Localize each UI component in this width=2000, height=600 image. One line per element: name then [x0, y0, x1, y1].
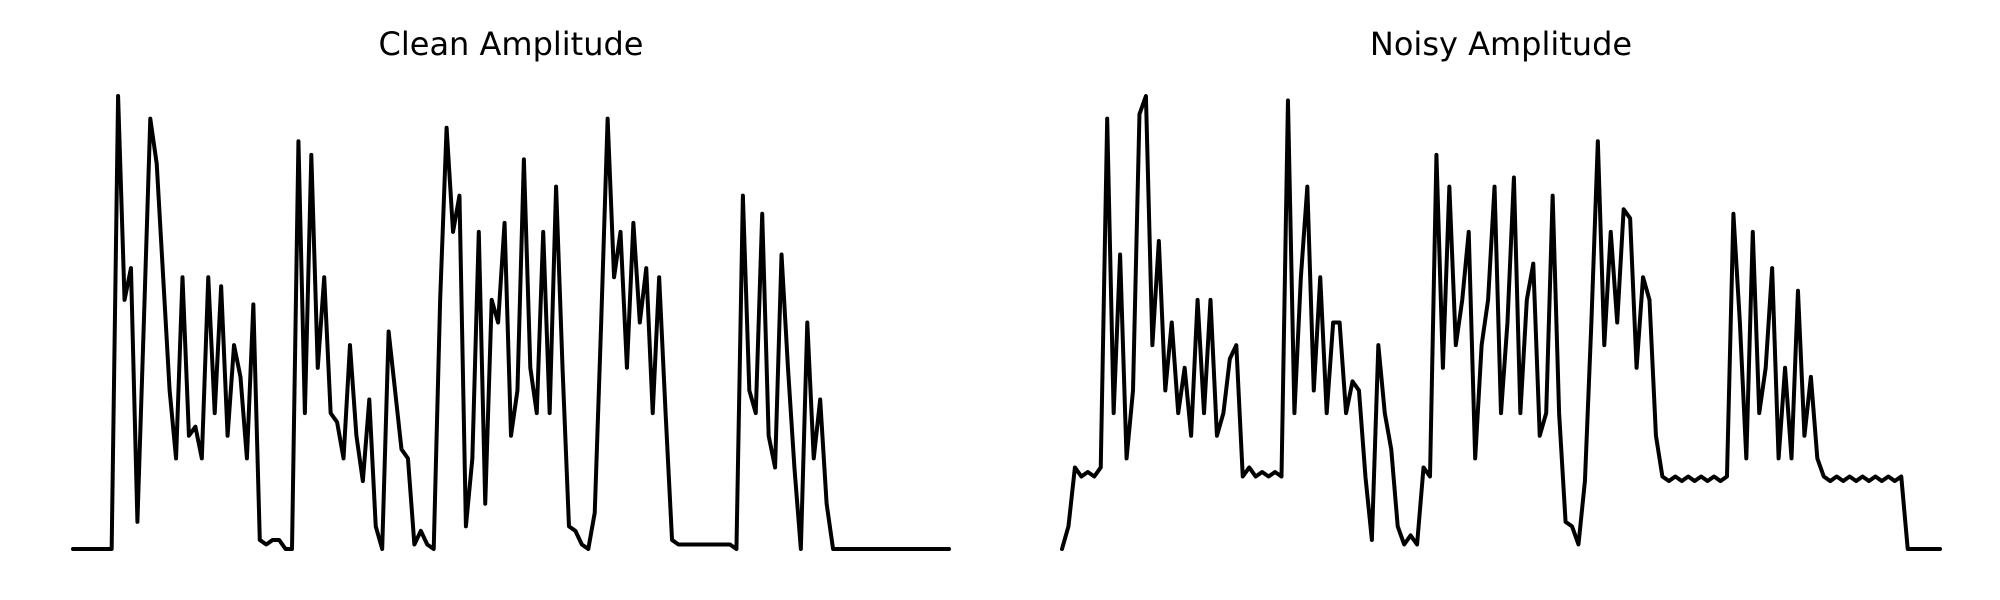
waveform	[71, 94, 951, 551]
waveform	[1060, 94, 1942, 551]
chart-title: Noisy Amplitude	[1370, 25, 1632, 63]
chart-title: Clean Amplitude	[379, 25, 644, 63]
